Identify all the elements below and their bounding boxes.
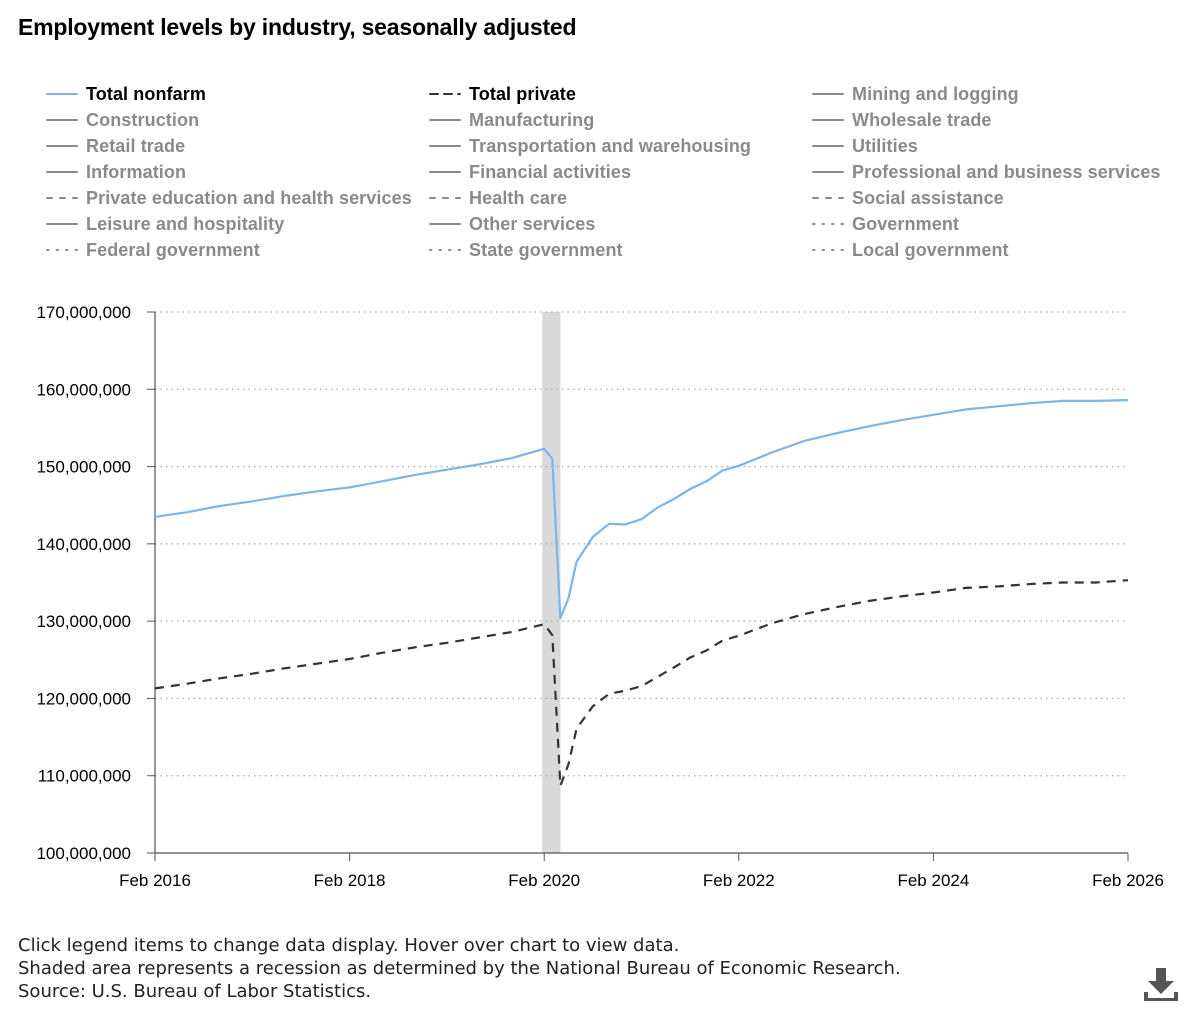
recession-band — [542, 312, 561, 853]
legend-label: Professional and business services — [852, 161, 1161, 182]
legend-item-leisure-and-hospitality[interactable]: Leisure and hospitality — [46, 212, 284, 236]
x-tick-label: Feb 2020 — [508, 871, 580, 890]
y-tick-label: 110,000,000 — [38, 767, 131, 786]
legend-item-professional-and-business-services[interactable]: Professional and business services — [812, 160, 1161, 184]
legend-label: Manufacturing — [469, 109, 595, 130]
legend-label: Construction — [86, 109, 200, 130]
legend-label: Government — [852, 213, 960, 234]
y-tick-label: 160,000,000 — [36, 380, 131, 399]
legend-item-wholesale-trade[interactable]: Wholesale trade — [812, 108, 992, 132]
legend-label: Total private — [469, 83, 576, 104]
x-tick-label: Feb 2016 — [119, 871, 191, 890]
legend-item-financial-activities[interactable]: Financial activities — [429, 160, 631, 184]
legend-label: Health care — [469, 187, 568, 208]
legend-label: Leisure and hospitality — [86, 213, 285, 234]
legend-item-health-care[interactable]: Health care — [429, 186, 567, 210]
y-tick-label: 170,000,000 — [36, 303, 131, 322]
legend-swatch — [429, 249, 461, 251]
y-tick-label: 120,000,000 — [36, 689, 131, 708]
legend-swatch — [429, 171, 461, 173]
y-tick-label: 130,000,000 — [36, 612, 131, 631]
legend-swatch — [46, 93, 78, 95]
legend-label: Transportation and warehousing — [469, 135, 752, 156]
legend-item-construction[interactable]: Construction — [46, 108, 199, 132]
legend-item-mining-and-logging[interactable]: Mining and logging — [812, 82, 1019, 106]
note-instructions: Click legend items to change data displa… — [18, 935, 680, 956]
y-tick-label: 150,000,000 — [36, 458, 131, 477]
legend-item-total-nonfarm[interactable]: Total nonfarm — [46, 82, 206, 106]
legend-label: State government — [469, 239, 623, 260]
legend-label: Financial activities — [469, 161, 632, 182]
legend-swatch — [429, 119, 461, 121]
note-recession: Shaded area represents a recession as de… — [18, 958, 901, 979]
legend-label: Private education and health services — [86, 187, 412, 208]
legend-swatch — [46, 249, 78, 251]
legend-label: Retail trade — [86, 135, 186, 156]
legend-item-utilities[interactable]: Utilities — [812, 134, 918, 158]
legend-swatch — [46, 119, 78, 121]
y-tick-label: 140,000,000 — [36, 535, 131, 554]
legend-swatch — [812, 93, 844, 95]
legend-label: Information — [86, 161, 187, 182]
legend-label: Wholesale trade — [852, 109, 992, 130]
series-line-total-private — [154, 579, 1129, 787]
legend-swatch — [812, 223, 844, 225]
legend-swatch — [429, 197, 461, 199]
x-tick-label: Feb 2026 — [1092, 871, 1164, 890]
legend-swatch — [46, 223, 78, 225]
x-tick-label: Feb 2022 — [703, 871, 775, 890]
legend-swatch — [429, 145, 461, 147]
legend-item-retail-trade[interactable]: Retail trade — [46, 134, 185, 158]
legend-swatch — [429, 93, 461, 95]
chart-title: Employment levels by industry, seasonall… — [18, 14, 577, 40]
legend-item-manufacturing[interactable]: Manufacturing — [429, 108, 594, 132]
legend-swatch — [429, 223, 461, 225]
legend-label: Local government — [852, 239, 1009, 260]
legend-swatch — [812, 119, 844, 121]
legend-item-other-services[interactable]: Other services — [429, 212, 595, 236]
legend-swatch — [46, 197, 78, 199]
legend-swatch — [46, 171, 78, 173]
legend-item-information[interactable]: Information — [46, 160, 186, 184]
legend-swatch — [812, 171, 844, 173]
legend-item-social-assistance[interactable]: Social assistance — [812, 186, 1004, 210]
legend-label: Federal government — [86, 239, 260, 260]
x-tick-label: Feb 2018 — [314, 871, 386, 890]
legend-label: Other services — [469, 213, 596, 234]
legend-swatch — [46, 145, 78, 147]
chart-notes: Click legend items to change data displa… — [18, 934, 901, 1003]
y-tick-label: 100,000,000 — [36, 844, 131, 863]
x-tick-label: Feb 2024 — [897, 871, 969, 890]
line-chart[interactable]: 100,000,000 110,000,000 120,000,000 130,000… — [0, 290, 1200, 900]
legend-item-transportation-and-warehousing[interactable]: Transportation and warehousing — [429, 134, 751, 158]
legend-item-private-education-and-health-services[interactable]: Private education and health services — [46, 186, 412, 210]
legend-item-local-government[interactable]: Local government — [812, 238, 1009, 262]
legend-label: Mining and logging — [852, 83, 1019, 104]
legend-item-total-private[interactable]: Total private — [429, 82, 576, 106]
legend-swatch — [812, 197, 844, 199]
legend-item-state-government[interactable]: State government — [429, 238, 623, 262]
download-icon[interactable] — [1140, 964, 1182, 1004]
legend-label: Utilities — [852, 135, 918, 156]
legend-label: Total nonfarm — [86, 83, 206, 104]
legend-item-government[interactable]: Government — [812, 212, 959, 236]
series-line-total-nonfarm — [154, 399, 1129, 620]
note-source: Source: U.S. Bureau of Labor Statistics. — [18, 981, 372, 1002]
legend-label: Social assistance — [852, 187, 1004, 208]
legend-item-federal-government[interactable]: Federal government — [46, 238, 260, 262]
legend-swatch — [812, 145, 844, 147]
legend-swatch — [812, 249, 844, 251]
